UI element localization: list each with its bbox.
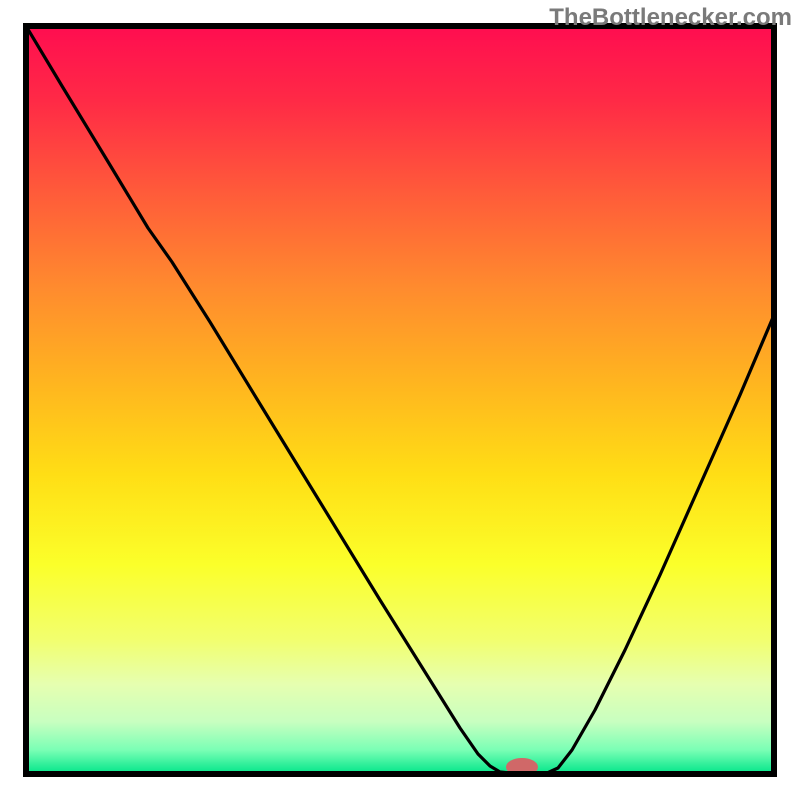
- bottleneck-chart: [0, 0, 800, 800]
- chart-background: [26, 26, 774, 774]
- watermark-text: TheBottlenecker.com: [549, 4, 792, 32]
